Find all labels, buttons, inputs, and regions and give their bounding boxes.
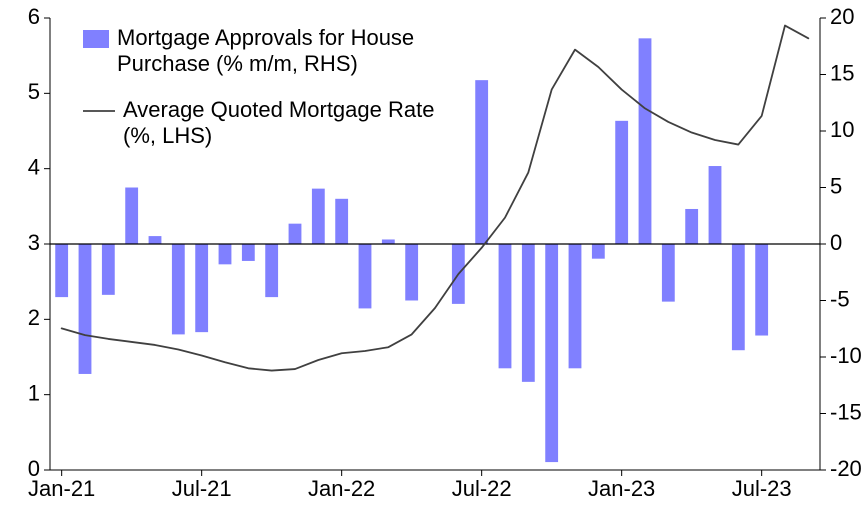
bar xyxy=(685,209,698,244)
bar xyxy=(639,38,652,244)
right-tick-label: 15 xyxy=(830,60,854,85)
bar xyxy=(475,80,488,244)
bar xyxy=(522,244,535,382)
bar xyxy=(755,244,768,336)
bar xyxy=(732,244,745,350)
chart-svg: 0123456-20-15-10-505101520Jan-21Jul-21Ja… xyxy=(0,0,867,506)
bar xyxy=(499,244,512,368)
right-tick-label: -15 xyxy=(830,399,862,424)
bar xyxy=(102,244,115,295)
right-tick-label: -20 xyxy=(830,456,862,481)
x-tick-label: Jul-21 xyxy=(172,476,232,501)
left-tick-label: 6 xyxy=(28,4,40,29)
right-tick-label: -10 xyxy=(830,343,862,368)
bar xyxy=(382,239,395,244)
left-tick-label: 4 xyxy=(28,154,40,179)
right-tick-label: 5 xyxy=(830,173,842,198)
bar xyxy=(545,244,558,462)
bar xyxy=(335,199,348,244)
bar xyxy=(569,244,582,368)
bar xyxy=(79,244,92,374)
bar xyxy=(172,244,185,334)
right-tick-label: -5 xyxy=(830,286,850,311)
x-tick-label: Jan-21 xyxy=(28,476,95,501)
bar xyxy=(55,244,68,297)
bar xyxy=(242,244,255,261)
legend-swatch-bar xyxy=(83,30,109,48)
legend-label: Average Quoted Mortgage Rate xyxy=(123,97,434,122)
legend-label: Mortgage Approvals for House xyxy=(117,25,414,50)
bar xyxy=(149,236,162,244)
bar xyxy=(125,188,138,245)
left-tick-label: 5 xyxy=(28,79,40,104)
bar xyxy=(592,244,605,259)
bar xyxy=(289,224,302,244)
legend-label: Purchase (% m/m, RHS) xyxy=(117,51,358,76)
legend-label: (%, LHS) xyxy=(123,123,212,148)
bar xyxy=(219,244,232,264)
x-tick-label: Jan-23 xyxy=(588,476,655,501)
bar xyxy=(195,244,208,332)
left-tick-label: 2 xyxy=(28,305,40,330)
bar xyxy=(662,244,675,302)
bar xyxy=(709,166,722,244)
chart-container: 0123456-20-15-10-505101520Jan-21Jul-21Ja… xyxy=(0,0,867,506)
x-tick-label: Jul-23 xyxy=(732,476,792,501)
bar xyxy=(359,244,372,308)
bar xyxy=(312,189,325,244)
x-tick-label: Jan-22 xyxy=(308,476,375,501)
bar xyxy=(615,121,628,244)
left-tick-label: 3 xyxy=(28,230,40,255)
right-tick-label: 10 xyxy=(830,117,854,142)
right-tick-label: 0 xyxy=(830,230,842,255)
left-tick-label: 1 xyxy=(28,380,40,405)
bar xyxy=(265,244,278,297)
right-tick-label: 20 xyxy=(830,4,854,29)
bar xyxy=(405,244,418,301)
x-tick-label: Jul-22 xyxy=(452,476,512,501)
